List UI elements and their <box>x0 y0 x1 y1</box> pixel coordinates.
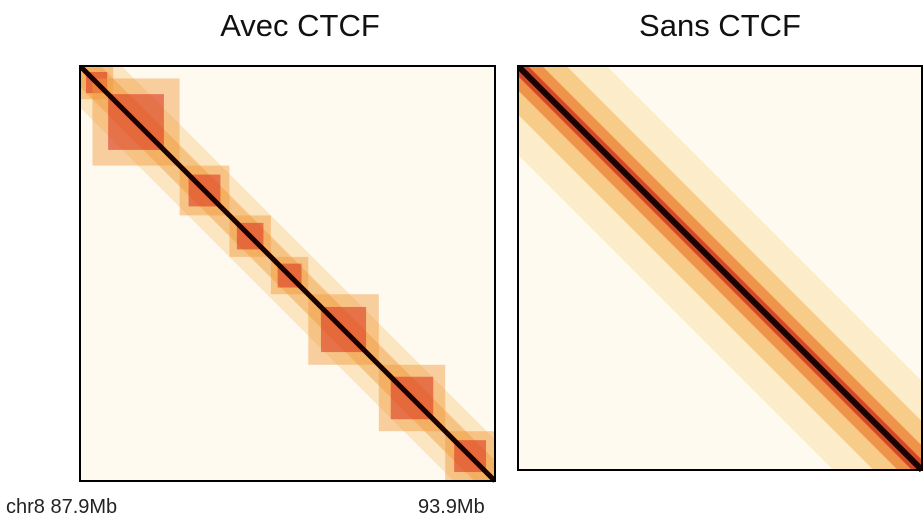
main-diagonal <box>79 65 496 483</box>
heatmap-frame <box>517 65 923 471</box>
heatmap-frame <box>79 65 496 482</box>
panel-title-without-ctcf: Sans CTCF <box>639 8 801 43</box>
heatmap-with-ctcf <box>79 65 496 483</box>
panel-title-with-ctcf: Avec CTCF <box>220 8 380 43</box>
main-diagonal <box>517 65 923 473</box>
axis-end-label: 93.9Mb <box>418 496 485 518</box>
heatmap-without-ctcf <box>517 65 923 473</box>
axis-start-label: chr8 87.9Mb <box>6 496 118 518</box>
